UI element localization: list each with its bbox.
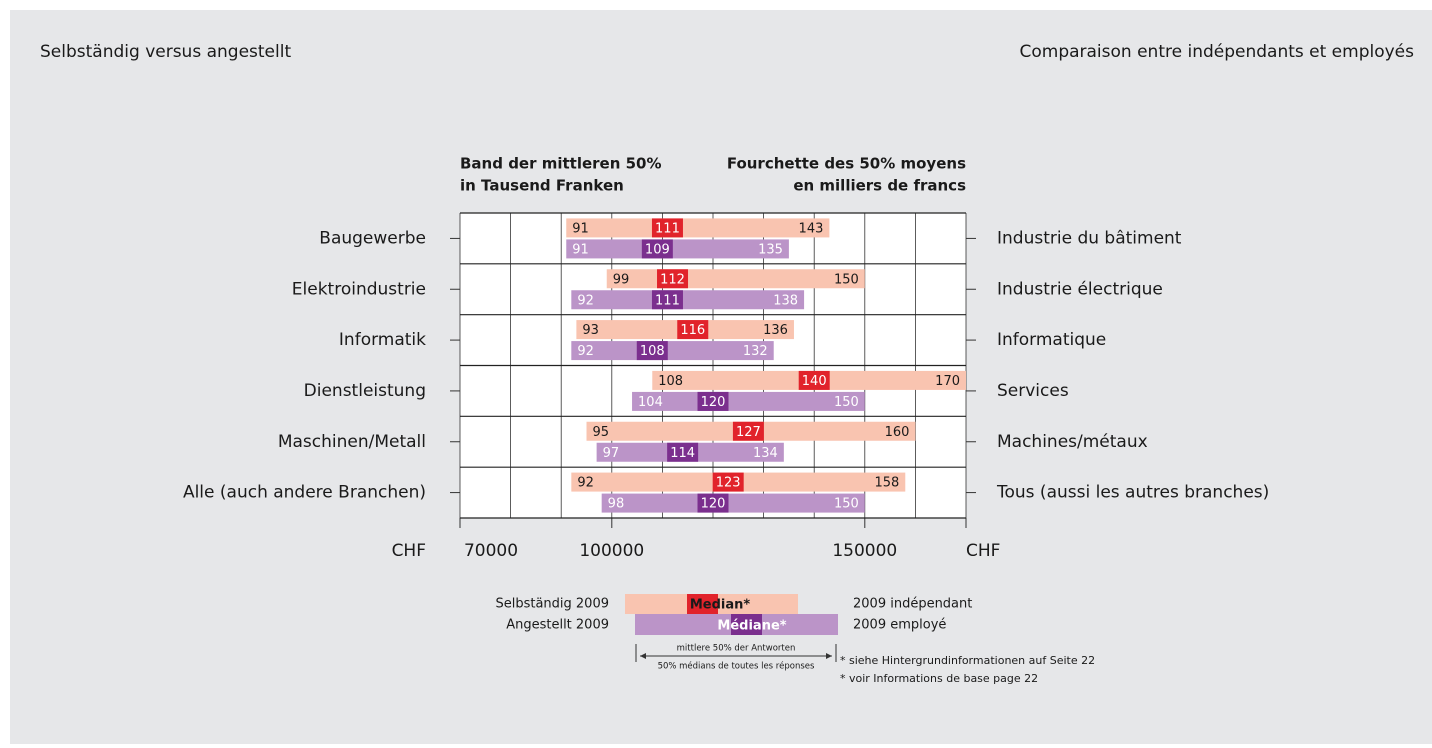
median-mark (641, 239, 673, 259)
range-bar (566, 239, 789, 259)
footnote: * voir Informations de base page 22 (840, 672, 1038, 685)
category-label-fr: Industrie électrique (997, 279, 1163, 299)
median-mark (677, 320, 709, 340)
value-label: 95 (593, 425, 610, 440)
x-tick-label: 100000 (579, 541, 644, 561)
legend-label: 2009 employé (853, 618, 946, 633)
value-label: 93 (582, 323, 599, 338)
median-mark (697, 391, 729, 411)
range-bar (571, 341, 774, 361)
legend-swatch (687, 594, 718, 614)
value-label: 108 (658, 374, 683, 389)
category-label-fr: Machines/métaux (997, 432, 1148, 452)
median-mark (651, 290, 683, 310)
value-label: 135 (758, 242, 783, 257)
x-unit: CHF (392, 541, 426, 561)
value-label: 136 (763, 323, 788, 338)
legend-median: Median* (690, 598, 751, 613)
category-label-fr: Industrie du bâtiment (997, 228, 1182, 248)
legend-label: 2009 indépendant (853, 597, 972, 612)
subtitle-fr: en milliers de francs (793, 177, 966, 195)
value-label: 111 (655, 293, 680, 308)
range-bar (566, 218, 830, 238)
category-label-fr: Services (997, 381, 1069, 401)
value-label: 112 (660, 272, 685, 287)
value-label: 92 (577, 293, 594, 308)
legend-label: Selbständig 2009 (495, 597, 609, 612)
value-label: 170 (935, 374, 960, 389)
median-mark (697, 493, 729, 513)
value-label: 123 (716, 476, 741, 491)
value-label: 143 (799, 221, 824, 236)
x-tick-label: 70000 (464, 541, 518, 561)
value-label: 108 (640, 344, 665, 359)
value-label: 150 (834, 272, 859, 287)
x-tick-label: 150000 (832, 541, 897, 561)
category-label: Informatik (339, 330, 426, 350)
legend-median: Médiane* (717, 619, 786, 634)
footnote: * siehe Hintergrundinformationen auf Sei… (840, 654, 1095, 667)
value-label: 98 (608, 497, 625, 512)
category-label: Baugewerbe (319, 228, 426, 248)
value-label: 160 (885, 425, 910, 440)
value-label: 92 (577, 344, 594, 359)
value-label: 127 (736, 425, 761, 440)
value-label: 104 (638, 395, 663, 410)
range-bar (601, 493, 865, 513)
value-label: 91 (572, 221, 589, 236)
range-bar (632, 391, 865, 411)
legend-range: 50% médians de toutes les réponses (658, 661, 815, 672)
value-label: 116 (680, 323, 705, 338)
value-label: 109 (645, 242, 670, 257)
median-mark (798, 370, 830, 390)
category-label-fr: Informatique (997, 330, 1106, 350)
legend-label: Angestellt 2009 (506, 618, 609, 633)
chart-title: Selbständig versus angestellt (40, 42, 291, 62)
value-label: 111 (655, 221, 680, 236)
category-label: Dienstleistung (304, 381, 426, 401)
value-label: 150 (834, 497, 859, 512)
value-label: 114 (670, 446, 695, 461)
median-mark (667, 442, 699, 462)
value-label: 120 (701, 497, 726, 512)
subtitle: Band der mittleren 50% (460, 155, 662, 173)
legend-range: mittlere 50% der Antworten (677, 644, 796, 654)
category-label: Maschinen/Metall (278, 432, 426, 452)
x-unit: CHF (966, 541, 1000, 561)
range-bar (571, 290, 805, 310)
median-mark (657, 269, 689, 289)
chart-title-fr: Comparaison entre indépendants et employ… (1019, 42, 1414, 62)
value-label: 140 (802, 374, 827, 389)
median-mark (651, 218, 683, 238)
value-label: 150 (834, 395, 859, 410)
median-mark (712, 472, 744, 492)
subtitle-fr: Fourchette des 50% moyens (727, 155, 966, 173)
median-mark (732, 421, 764, 441)
value-label: 97 (603, 446, 620, 461)
category-label: Elektroindustrie (292, 279, 426, 299)
value-label: 120 (701, 395, 726, 410)
value-label: 138 (773, 293, 798, 308)
subtitle: in Tausend Franken (460, 177, 624, 195)
value-label: 158 (874, 476, 899, 491)
value-label: 132 (743, 344, 768, 359)
value-label: 134 (753, 446, 778, 461)
median-mark (636, 341, 668, 361)
legend-swatch (731, 614, 762, 635)
value-label: 91 (572, 242, 589, 257)
value-label: 99 (613, 272, 630, 287)
range-bar (606, 269, 865, 289)
category-label-fr: Tous (aussi les autres branches) (996, 483, 1269, 503)
category-label: Alle (auch andere Branchen) (183, 483, 426, 503)
value-label: 92 (577, 476, 594, 491)
